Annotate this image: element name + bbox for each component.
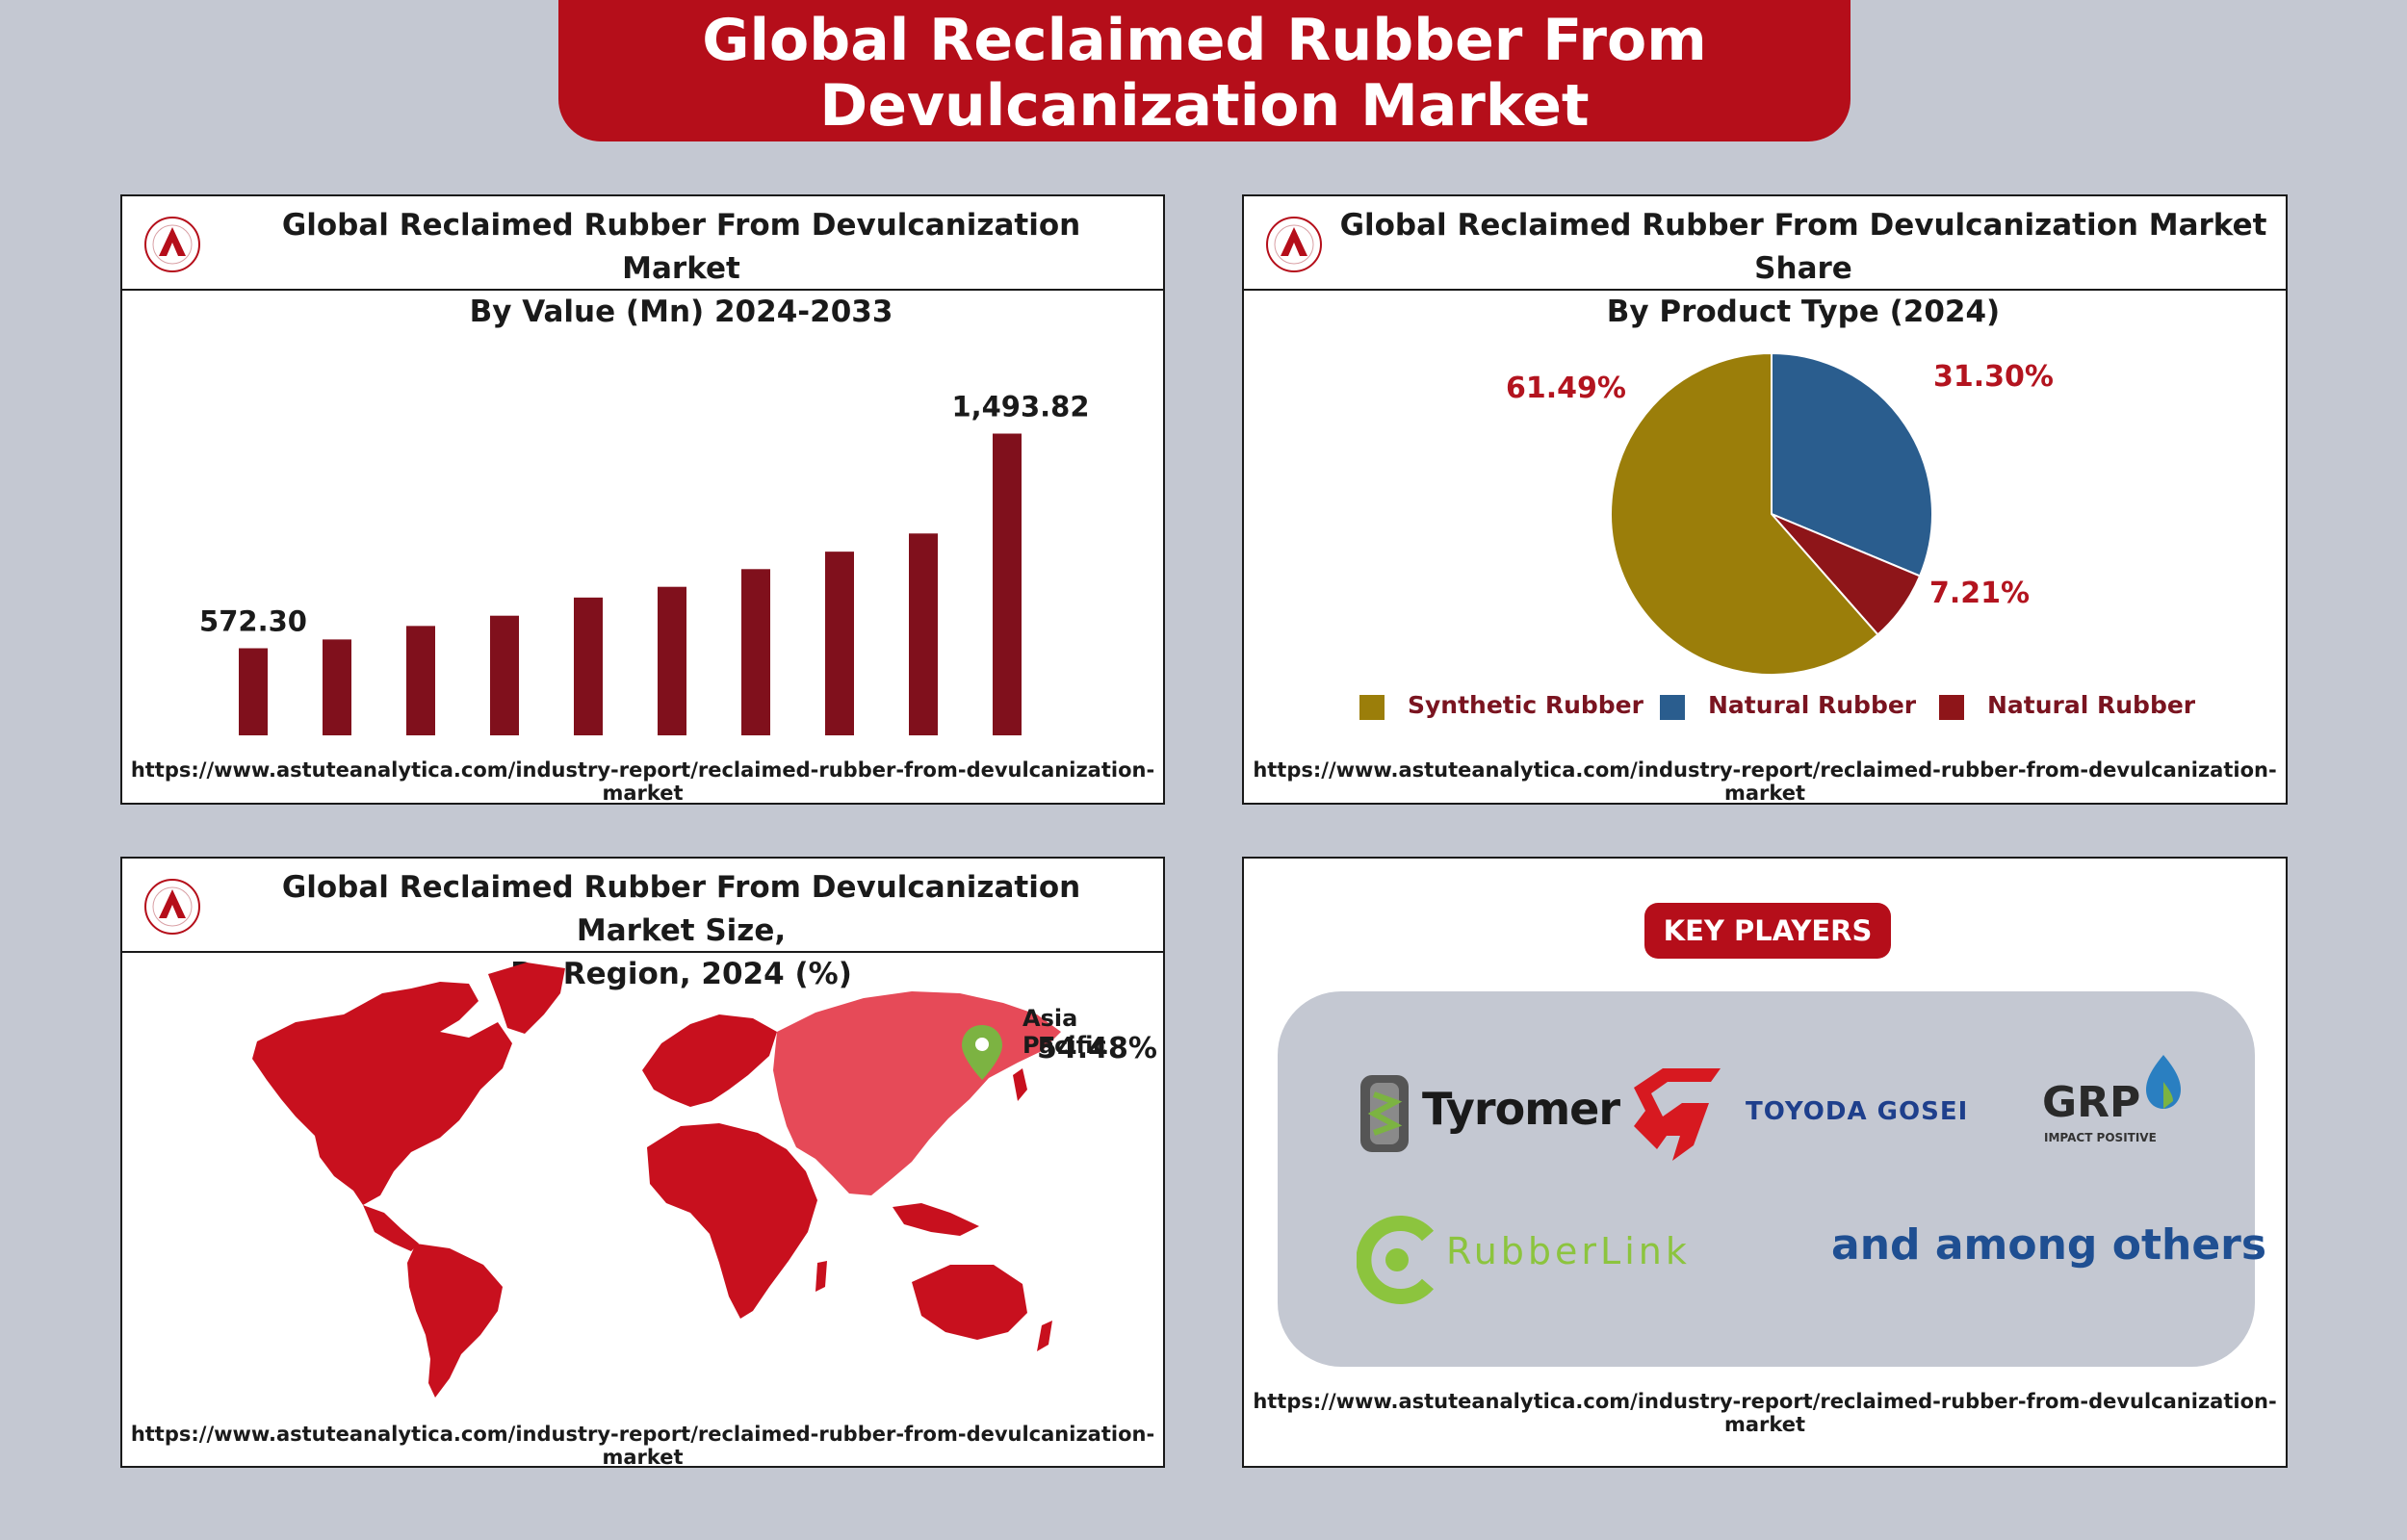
pie-label-natural-red: 7.21% bbox=[1929, 577, 2031, 610]
map-madagascar bbox=[815, 1261, 827, 1292]
panel-title-line2: By Product Type (2024) bbox=[1606, 295, 2001, 329]
pie-slice-2 bbox=[1610, 351, 1879, 676]
astute-analytica-logo-icon bbox=[144, 879, 200, 935]
source-url[interactable]: https://www.astuteanalytica.com/industry… bbox=[130, 758, 1155, 805]
grp-drop-icon bbox=[2146, 1055, 2181, 1109]
banner-title-line1: Global Reclaimed Rubber From bbox=[702, 7, 1707, 74]
legend-label: Natural Rubber bbox=[1708, 691, 1917, 719]
map-africa bbox=[647, 1123, 817, 1319]
pie-label-natural-blue: 31.30% bbox=[1933, 360, 2054, 394]
bar-data-label: 1,493.82 bbox=[951, 390, 1089, 423]
value-chart-panel: Global Reclaimed Rubber From Devulcaniza… bbox=[120, 194, 1165, 805]
bar-2028 bbox=[574, 597, 603, 735]
world-map bbox=[252, 962, 1061, 1398]
panel-title: Global Reclaimed Rubber From Devulcaniza… bbox=[219, 204, 1144, 334]
brand-toyoda-gosei: TOYODA GOSEI bbox=[1746, 1097, 1969, 1126]
pie-slice-0 bbox=[1771, 351, 1933, 578]
bar-2024 bbox=[239, 648, 268, 735]
bar-data-label: 572.30 bbox=[199, 605, 307, 638]
legend-swatch bbox=[1660, 695, 1685, 720]
key-players-heading: KEY PLAYERS bbox=[1644, 903, 1891, 959]
map-south-america bbox=[407, 1244, 503, 1398]
panel-title-line2: By Region, 2024 (%) bbox=[510, 957, 852, 991]
panel-title-line1: Global Reclaimed Rubber From Devulcaniza… bbox=[281, 208, 1081, 286]
region-map-panel: Global Reclaimed Rubber From Devulcaniza… bbox=[120, 857, 1165, 1469]
legend-label: Natural Rubber bbox=[1987, 691, 2196, 719]
map-greenland bbox=[488, 962, 565, 1034]
source-url[interactable]: https://www.astuteanalytica.com/industry… bbox=[1253, 758, 2277, 805]
map-north-america bbox=[252, 982, 512, 1205]
toyoda-gosei-logo-icon bbox=[1634, 1068, 1721, 1161]
bar-2032 bbox=[909, 533, 938, 735]
bar-2031 bbox=[825, 552, 854, 735]
region-value: 54.48% bbox=[1037, 1032, 1157, 1065]
rubberlink-ring-icon bbox=[1357, 1216, 1435, 1304]
map-new-zealand bbox=[1037, 1321, 1052, 1351]
region-name: Asia Pacific bbox=[1022, 1005, 1107, 1059]
panel-title: Global Reclaimed Rubber From Devulcaniza… bbox=[219, 866, 1144, 996]
panel-title-line1: Global Reclaimed Rubber From Devulcaniza… bbox=[1339, 208, 2267, 286]
bar-2033 bbox=[993, 433, 1022, 735]
banner-title-line2: Devulcanization Market bbox=[819, 72, 1590, 140]
legend-label: Synthetic Rubber bbox=[1408, 691, 1643, 719]
bar-2027 bbox=[490, 615, 519, 735]
panel-header: Global Reclaimed Rubber From Devulcaniza… bbox=[122, 859, 1163, 991]
key-players-panel: KEY PLAYERS Tyromer TOYODA GOSEI GRP IMP… bbox=[1242, 857, 2288, 1468]
source-url[interactable]: https://www.astuteanalytica.com/industry… bbox=[130, 1423, 1155, 1469]
astute-analytica-logo-icon bbox=[1266, 217, 1322, 272]
location-pin-icon bbox=[962, 1025, 1002, 1080]
pie-chart bbox=[1610, 351, 1933, 676]
legend-swatch bbox=[1359, 695, 1385, 720]
brand-tyromer: Tyromer bbox=[1422, 1083, 1620, 1135]
map-central-america bbox=[363, 1205, 419, 1251]
panel-header: Global Reclaimed Rubber From Devulcaniza… bbox=[1244, 196, 2286, 329]
astute-analytica-logo-icon bbox=[144, 217, 200, 272]
product-share-panel: Global Reclaimed Rubber From Devulcaniza… bbox=[1242, 194, 2288, 805]
bar-chart: 2024572.30202520262027202820292030203120… bbox=[199, 390, 1090, 735]
map-japan bbox=[1013, 1068, 1027, 1101]
map-southeast-asia bbox=[893, 1203, 979, 1236]
bar-2030 bbox=[741, 569, 770, 735]
map-europe bbox=[642, 1014, 777, 1107]
bar-2025 bbox=[323, 639, 351, 735]
panel-header: Global Reclaimed Rubber From Devulcaniza… bbox=[122, 196, 1163, 329]
panel-title-line1: Global Reclaimed Rubber From Devulcaniza… bbox=[281, 870, 1081, 948]
brand-grp: GRP bbox=[2042, 1078, 2141, 1127]
panel-title-line2: By Value (Mn) 2024-2033 bbox=[469, 295, 893, 329]
bar-2029 bbox=[658, 586, 686, 735]
panel-title: Global Reclaimed Rubber From Devulcaniza… bbox=[1331, 204, 2276, 334]
map-australia bbox=[912, 1265, 1027, 1340]
tyromer-tire-icon bbox=[1360, 1075, 1409, 1152]
pie-label-synthetic: 61.49% bbox=[1506, 372, 1626, 405]
legend-swatch bbox=[1939, 695, 1964, 720]
source-url[interactable]: https://www.astuteanalytica.com/industry… bbox=[1253, 1390, 2277, 1436]
bar-2026 bbox=[406, 626, 435, 735]
page-banner: Global Reclaimed Rubber From Devulcaniza… bbox=[558, 0, 1851, 141]
key-players-box: Tyromer TOYODA GOSEI GRP IMPACT POSITIVE… bbox=[1278, 991, 2266, 1367]
brand-grp-tagline: IMPACT POSITIVE bbox=[2044, 1131, 2157, 1144]
pie-legend: Synthetic Rubber Natural Rubber Natural … bbox=[1244, 687, 2286, 726]
brand-rubberlink: RubberLink bbox=[1446, 1230, 1691, 1272]
and-among-others: and among others bbox=[1831, 1220, 2267, 1270]
